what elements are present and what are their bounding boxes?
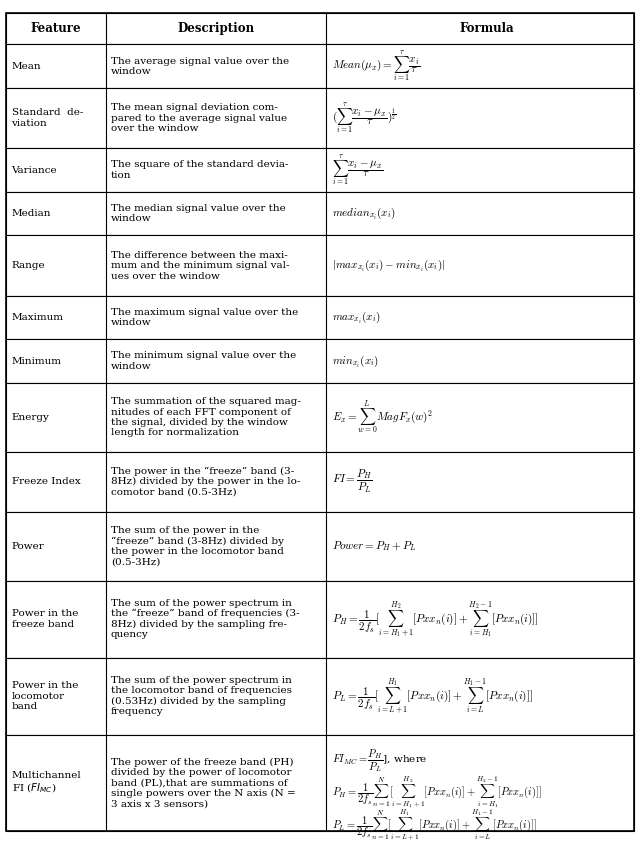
Text: Variance: Variance: [12, 166, 57, 174]
Text: Power in the
freeze band: Power in the freeze band: [12, 609, 78, 629]
Text: Multichannel
FI ($FI_{MC}$): Multichannel FI ($FI_{MC}$): [12, 771, 81, 795]
Text: The average signal value over the
window: The average signal value over the window: [111, 57, 289, 76]
Text: The difference between the maxi-
mum and the minimum signal val-
ues over the wi: The difference between the maxi- mum and…: [111, 250, 289, 281]
Text: $E_x = \sum_{w=0}^{L} MagF_x(w)^2$: $E_x = \sum_{w=0}^{L} MagF_x(w)^2$: [332, 398, 433, 436]
Text: The summation of the squared mag-
nitudes of each FFT component of
the signal, d: The summation of the squared mag- nitude…: [111, 397, 301, 437]
Text: $FI = \dfrac{P_H}{P_L}$: $FI = \dfrac{P_H}{P_L}$: [332, 468, 372, 495]
Text: $min_{x_i}(x_i)$: $min_{x_i}(x_i)$: [332, 354, 379, 369]
Text: The mean signal deviation com-
pared to the average signal value
over the window: The mean signal deviation com- pared to …: [111, 103, 287, 133]
Text: $median_{x_i}(x_i)$: $median_{x_i}(x_i)$: [332, 206, 396, 222]
Bar: [6, 148, 634, 192]
Text: The power of the freeze band (PH)
divided by the power of locomotor
band (PL),th: The power of the freeze band (PH) divide…: [111, 757, 296, 808]
Text: Power in the
locomotor
band: Power in the locomotor band: [12, 681, 78, 711]
Text: The minimum signal value over the
window: The minimum signal value over the window: [111, 351, 296, 371]
Bar: [6, 235, 634, 296]
Text: Mean: Mean: [12, 62, 41, 71]
Text: Maximum: Maximum: [12, 313, 63, 322]
Text: Description: Description: [177, 22, 255, 35]
Bar: [6, 383, 634, 452]
Bar: [6, 296, 634, 339]
Text: $\sum_{i=1}^{\tau} \dfrac{x_i - \mu_x}{\tau}$: $\sum_{i=1}^{\tau} \dfrac{x_i - \mu_x}{\…: [332, 152, 383, 188]
Text: $FI_{MC} = \dfrac{P_H}{P_L}$], where: $FI_{MC} = \dfrac{P_H}{P_L}$], where: [332, 747, 427, 774]
Text: $max_{x_i}(x_i)$: $max_{x_i}(x_i)$: [332, 310, 380, 325]
Text: The maximum signal value over the
window: The maximum signal value over the window: [111, 308, 298, 327]
Text: The square of the standard devia-
tion: The square of the standard devia- tion: [111, 161, 288, 180]
Text: The sum of the power spectrum in
the “freeze” band of frequencies (3-
8Hz) divid: The sum of the power spectrum in the “fr…: [111, 599, 300, 640]
Text: Power: Power: [12, 541, 44, 551]
Text: Range: Range: [12, 261, 45, 270]
Bar: [6, 45, 634, 88]
Text: Median: Median: [12, 209, 51, 218]
Text: Freeze Index: Freeze Index: [12, 477, 80, 486]
Text: Minimum: Minimum: [12, 357, 61, 365]
Bar: [6, 88, 634, 148]
Text: $Power = P_H + P_L$: $Power = P_H + P_L$: [332, 539, 415, 553]
Text: Energy: Energy: [12, 413, 49, 421]
Text: The sum of the power spectrum in
the locomotor band of frequencies
(0.53Hz) divi: The sum of the power spectrum in the loc…: [111, 676, 292, 717]
Text: Standard  de-
viation: Standard de- viation: [12, 108, 83, 128]
Text: The sum of the power in the
“freeze” band (3-8Hz) divided by
the power in the lo: The sum of the power in the “freeze” ban…: [111, 526, 284, 567]
Text: $Mean(\mu_x) = \sum_{i=1}^{\tau} \dfrac{x_i}{\tau}$: $Mean(\mu_x) = \sum_{i=1}^{\tau} \dfrac{…: [332, 48, 420, 84]
Text: Formula: Formula: [459, 22, 514, 35]
Text: $P_H = \dfrac{1}{2f_s}\sum_{n=1}^{N}[\sum_{i=H_1+1}^{H_2} [Pxx_n(i)] + \sum_{i=H: $P_H = \dfrac{1}{2f_s}\sum_{n=1}^{N}[\su…: [332, 775, 541, 810]
Bar: [6, 192, 634, 235]
Bar: [6, 339, 634, 383]
Bar: [6, 657, 634, 734]
Text: $P_L = \dfrac{1}{2f_s}\sum_{n=1}^{N}[\sum_{i=L+1}^{H_1} [Pxx_n(i)] + \sum_{i=L}^: $P_L = \dfrac{1}{2f_s}\sum_{n=1}^{N}[\su…: [332, 807, 536, 842]
Bar: [6, 452, 634, 512]
Text: $(\sum_{i=1}^{\tau} \dfrac{x_i - \mu_x}{\tau})^{\frac{1}{2}}$: $(\sum_{i=1}^{\tau} \dfrac{x_i - \mu_x}{…: [332, 101, 396, 136]
Text: Feature: Feature: [31, 22, 81, 35]
Text: $P_H = \dfrac{1}{2f_s}[\sum_{i=H_1+1}^{H_2} [Pxx_n(i)] + \sum_{i=H_1}^{H_2-1} [P: $P_H = \dfrac{1}{2f_s}[\sum_{i=H_1+1}^{H…: [332, 599, 538, 639]
Text: The median signal value over the
window: The median signal value over the window: [111, 204, 285, 223]
Bar: [6, 13, 634, 45]
Bar: [6, 580, 634, 657]
Text: The power in the “freeze” band (3-
8Hz) divided by the power in the lo-
comotor : The power in the “freeze” band (3- 8Hz) …: [111, 466, 300, 497]
Bar: [6, 512, 634, 580]
Text: $P_L = \dfrac{1}{2f_s}[\sum_{i=L+1}^{H_1} [Pxx_n(i)] + \sum_{i=L}^{H_1-1} [Pxx_n: $P_L = \dfrac{1}{2f_s}[\sum_{i=L+1}^{H_1…: [332, 677, 532, 716]
Text: $|max_{x_i}(x_i) - min_{x_i}(x_i)|$: $|max_{x_i}(x_i) - min_{x_i}(x_i)|$: [332, 258, 445, 273]
Bar: [6, 734, 634, 831]
